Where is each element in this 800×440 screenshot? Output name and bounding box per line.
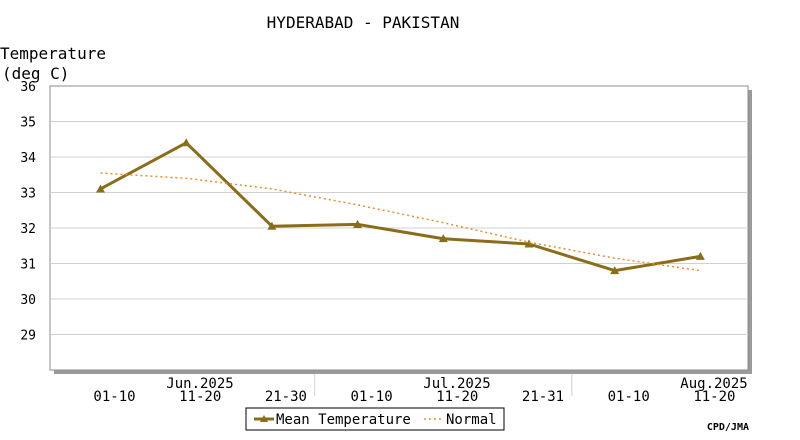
month-label: Jun.2025: [166, 376, 233, 392]
y-tick-label: 30: [20, 293, 36, 308]
month-label: Aug.2025: [680, 376, 747, 392]
y-axis-label-line2: (deg C): [2, 64, 69, 83]
month-label: Jul.2025: [423, 376, 490, 392]
mean-temperature-point: [695, 251, 705, 260]
y-tick-label: 31: [20, 258, 36, 273]
legend-label-mean: Mean Temperature: [276, 412, 411, 428]
mean-temperature-point: [267, 221, 277, 230]
x-tick-label: 11-20: [436, 389, 478, 405]
x-tick-label: 21-30: [265, 389, 307, 405]
mean-temperature-point: [610, 266, 620, 275]
x-tick-label: 21-31: [522, 389, 564, 405]
credit-label: CPD/JMA: [707, 422, 749, 433]
mean-temperature-point: [181, 138, 191, 147]
mean-temperature-series-line: [99, 140, 701, 273]
legend: Mean Temperature Normal: [245, 407, 505, 431]
y-tick-label: 32: [20, 222, 36, 237]
legend-marker-mean: [260, 415, 268, 422]
mean-temperature-point: [96, 184, 105, 193]
normal-series-line: [100, 172, 701, 272]
y-axis-label-line1: Temperature: [0, 44, 106, 63]
y-tick-label: 29: [20, 329, 36, 344]
y-tick-label: 36: [20, 80, 36, 95]
legend-box: [245, 407, 505, 431]
x-tick-label: 01-10: [608, 389, 650, 405]
legend-label-normal: Normal: [446, 412, 497, 428]
y-tick-label: 33: [20, 187, 36, 202]
mean-temperature-point: [524, 239, 534, 248]
plot-area: 29 30 31 32 33 34 35 36 01-10 11-20 21-30 01-10 11-2…: [20, 80, 752, 405]
y-tick-label: 35: [20, 116, 36, 131]
x-tick-label: 01-10: [93, 389, 135, 405]
mean-temperature-point: [438, 234, 448, 243]
x-tick-label: 01-10: [351, 389, 393, 405]
mean-temperature-point: [353, 219, 363, 228]
y-tick-label: 34: [20, 151, 36, 166]
x-tick-label: 11-20: [179, 389, 221, 405]
x-tick-label: 11-20: [693, 389, 735, 405]
chart-title: HYDERABAD - PAKISTAN: [267, 13, 460, 32]
